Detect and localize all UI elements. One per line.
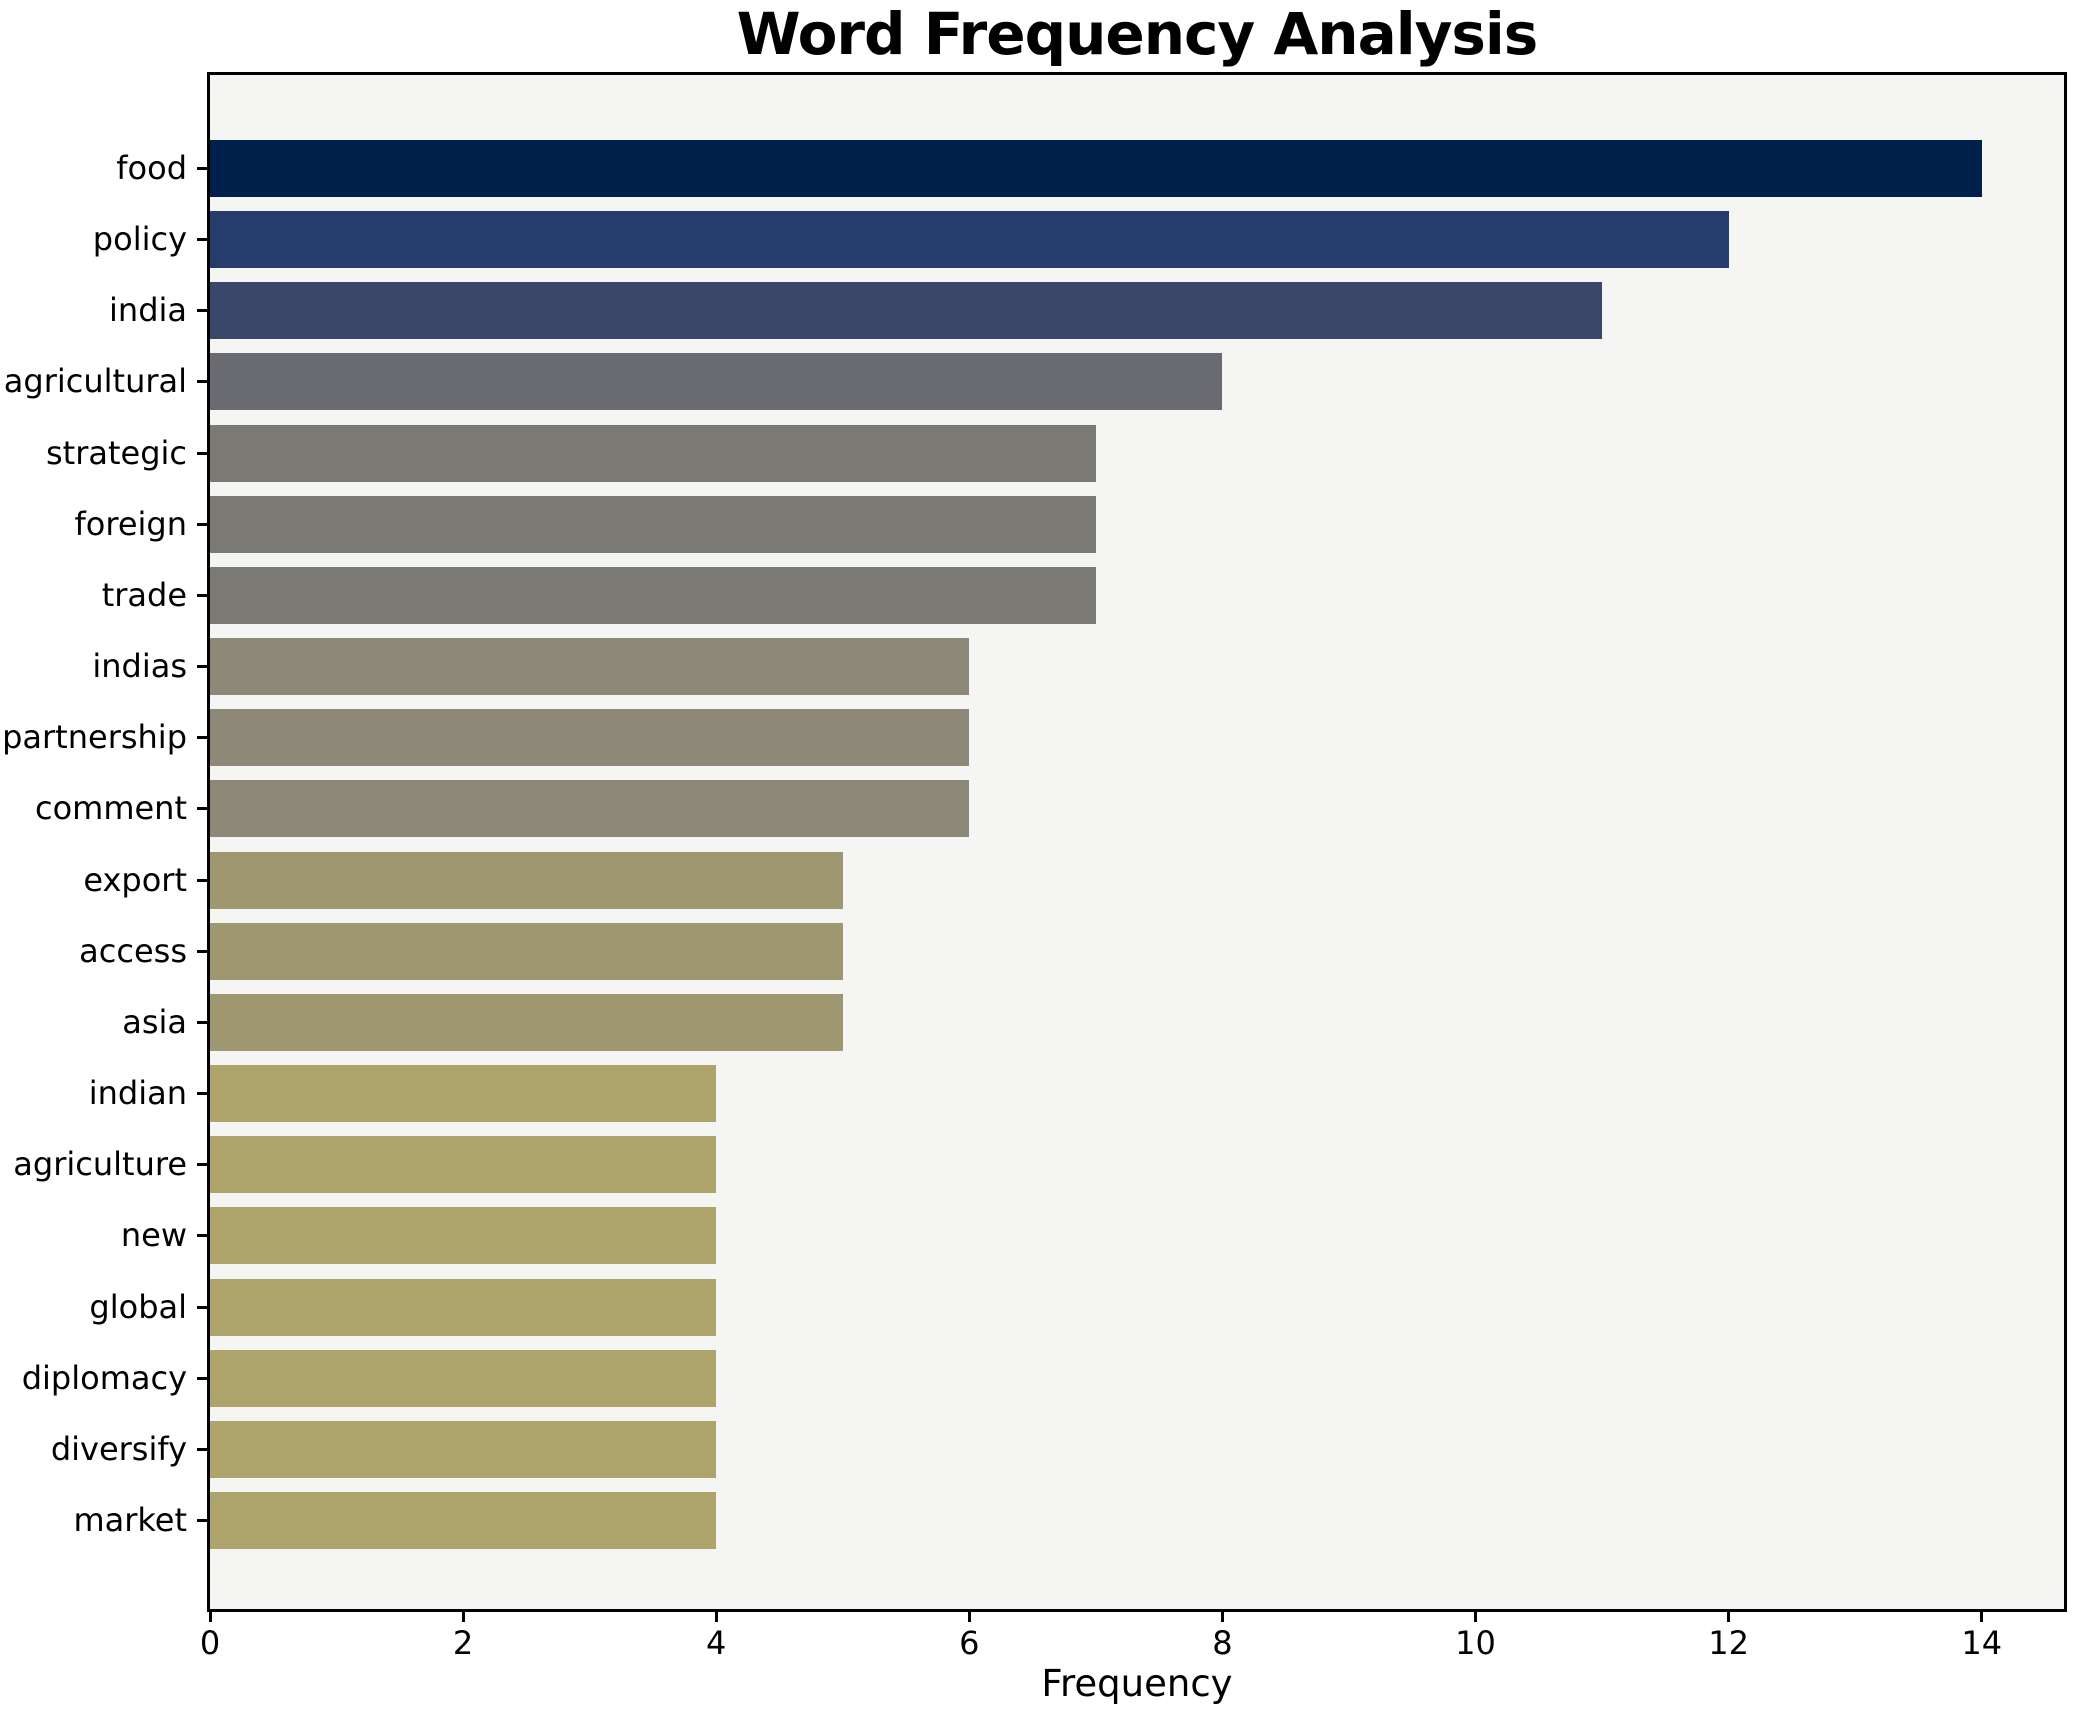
y-tick-mark — [197, 1234, 207, 1238]
bar-diplomacy — [210, 1349, 717, 1407]
y-tick-mark — [197, 1305, 207, 1309]
bar-global — [210, 1278, 717, 1336]
bar-access — [210, 922, 843, 980]
y-tick-label-asia: asia — [122, 1002, 187, 1041]
y-tick-label-diversify: diversify — [50, 1429, 187, 1468]
x-tick-label-2: 2 — [452, 1624, 474, 1662]
bar-agricultural — [210, 353, 1223, 411]
x-tick-mark — [208, 1612, 212, 1622]
x-tick-label-10: 10 — [1455, 1624, 1496, 1662]
y-tick-label-indias: indias — [92, 647, 187, 686]
bar-new — [210, 1207, 717, 1265]
bar-diversify — [210, 1420, 717, 1478]
y-tick-mark — [197, 807, 207, 811]
x-tick-mark — [1474, 1612, 1478, 1622]
bar-comment — [210, 780, 970, 838]
y-tick-label-indian: indian — [88, 1074, 187, 1113]
x-tick-mark — [461, 1612, 465, 1622]
y-tick-mark — [197, 522, 207, 526]
y-tick-mark — [197, 949, 207, 953]
y-tick-label-policy: policy — [92, 220, 187, 259]
bar-india — [210, 282, 1603, 340]
y-tick-label-diplomacy: diplomacy — [21, 1358, 187, 1397]
bar-policy — [210, 211, 1729, 269]
x-tick-mark — [1220, 1612, 1224, 1622]
y-tick-mark — [197, 380, 207, 384]
y-tick-mark — [197, 1092, 207, 1096]
bar-export — [210, 851, 843, 909]
y-tick-label-foreign: foreign — [74, 504, 187, 543]
y-tick-mark — [197, 309, 207, 313]
y-tick-mark — [197, 1376, 207, 1380]
x-tick-label-4: 4 — [706, 1624, 727, 1662]
x-tick-mark — [1980, 1612, 1984, 1622]
bar-food — [210, 140, 1982, 197]
y-tick-mark — [197, 665, 207, 669]
x-tick-mark — [967, 1612, 971, 1622]
y-tick-mark — [197, 1447, 207, 1451]
bar-foreign — [210, 495, 1096, 553]
y-tick-mark — [197, 593, 207, 597]
bar-trade — [210, 566, 1096, 624]
x-tick-mark — [1727, 1612, 1731, 1622]
x-tick-label-6: 6 — [959, 1624, 980, 1662]
x-tick-label-12: 12 — [1708, 1624, 1749, 1662]
y-tick-label-food: food — [116, 149, 187, 187]
bar-indian — [210, 1065, 717, 1123]
y-tick-label-partnership: partnership — [2, 718, 187, 757]
chart-title: Word Frequency Analysis — [736, 0, 1539, 68]
y-tick-mark — [197, 1020, 207, 1024]
y-tick-label-export: export — [83, 860, 187, 899]
bar-partnership — [210, 709, 970, 767]
y-tick-mark — [197, 1519, 207, 1523]
x-tick-label-0: 0 — [199, 1624, 221, 1662]
y-tick-label-comment: comment — [34, 789, 187, 828]
y-tick-label-access: access — [79, 931, 187, 970]
x-tick-mark — [714, 1612, 718, 1622]
bar-agriculture — [210, 1136, 717, 1194]
bar-indias — [210, 638, 970, 696]
y-tick-mark — [197, 736, 207, 740]
y-tick-label-india: india — [109, 291, 187, 330]
y-tick-label-new: new — [120, 1216, 187, 1255]
bar-asia — [210, 993, 843, 1051]
y-tick-label-global: global — [89, 1287, 187, 1326]
y-tick-mark — [197, 1163, 207, 1167]
bar-strategic — [210, 424, 1096, 482]
y-tick-mark — [197, 167, 207, 170]
y-tick-mark — [197, 238, 207, 242]
plot-area — [207, 72, 2067, 1612]
y-tick-label-agricultural: agricultural — [3, 362, 187, 401]
y-tick-mark — [197, 451, 207, 455]
x-axis-title: Frequency — [1041, 1662, 1233, 1705]
bar-market — [210, 1492, 717, 1550]
y-tick-label-strategic: strategic — [45, 433, 187, 472]
y-tick-label-trade: trade — [101, 575, 187, 614]
y-tick-mark — [197, 878, 207, 882]
y-tick-label-market: market — [73, 1501, 187, 1540]
y-tick-label-agriculture: agriculture — [13, 1145, 187, 1184]
x-tick-label-8: 8 — [1212, 1624, 1233, 1662]
x-tick-label-14: 14 — [1961, 1624, 2003, 1662]
